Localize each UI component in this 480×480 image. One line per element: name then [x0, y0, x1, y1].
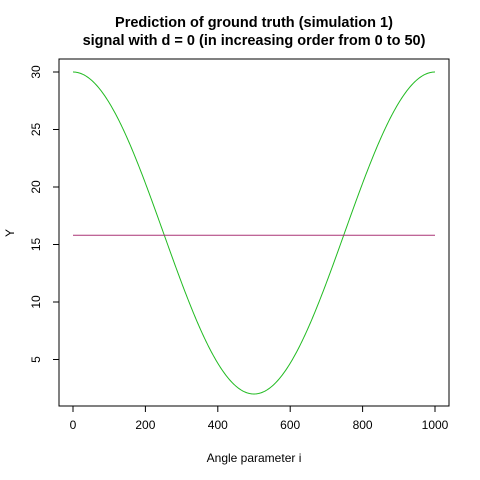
- y-tick-label: 20: [29, 180, 43, 194]
- x-tick-label: 800: [353, 418, 373, 432]
- x-axis-label: Angle parameter i: [207, 451, 302, 465]
- chart-title-line-1: Prediction of ground truth (simulation 1…: [115, 15, 393, 31]
- x-axis: 0 200 400 600 800 1000: [70, 405, 449, 432]
- x-tick-label: 1000: [422, 418, 449, 432]
- chart-title-line-2: signal with d = 0 (in increasing order f…: [83, 33, 426, 49]
- y-tick-label: 30: [29, 65, 43, 79]
- series-layer: [72, 71, 436, 395]
- plot-frame: [58, 58, 450, 407]
- y-axis: 5 10 15 20 25 30: [29, 65, 60, 363]
- x-tick-label: 200: [135, 418, 155, 432]
- y-tick-label: 25: [29, 123, 43, 137]
- y-tick-label: 15: [29, 238, 43, 252]
- y-tick-label: 10: [29, 295, 43, 309]
- series-line-1: [72, 71, 436, 395]
- x-tick-label: 400: [208, 418, 228, 432]
- y-axis-label: Y: [3, 229, 17, 237]
- y-tick-label: 5: [29, 356, 43, 363]
- x-tick-label: 600: [280, 418, 300, 432]
- x-tick-label: 0: [70, 418, 77, 432]
